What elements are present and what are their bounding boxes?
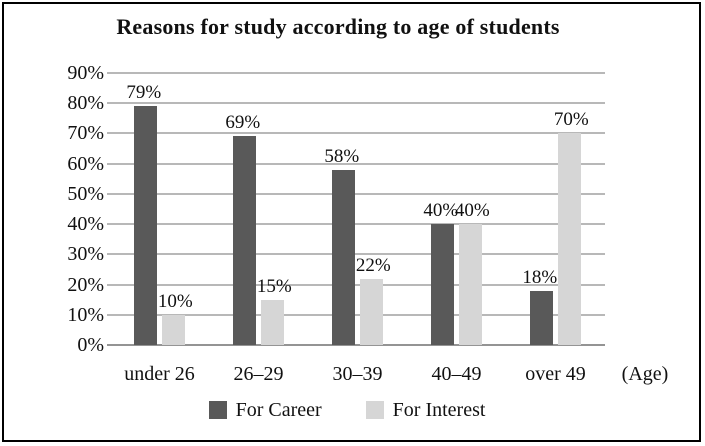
- x-axis-category-label: under 26: [124, 363, 195, 385]
- x-axis-baseline: [107, 344, 605, 346]
- legend-swatch-for-interest: [365, 401, 384, 419]
- bar-value-label: 70%: [553, 109, 589, 131]
- bar-for-career: 69%: [225, 113, 260, 345]
- bar-value-label: 69%: [225, 112, 261, 134]
- gridline: [107, 72, 605, 74]
- gridline: [107, 132, 605, 135]
- y-axis-tick-label: 50%: [67, 182, 104, 205]
- y-axis-tick-label: 40%: [67, 213, 104, 236]
- legend-swatch-for-career: [208, 401, 227, 419]
- bar-for-career: 18%: [522, 267, 557, 345]
- bar-value-label: 18%: [522, 266, 558, 288]
- bar-group: 69% 15%: [209, 73, 308, 345]
- y-axis-tick-label: 0%: [77, 334, 104, 356]
- x-axis-category-label: 26–29: [233, 363, 284, 385]
- bar-for-interest: 10%: [158, 291, 193, 345]
- bar-group: 18% 70%: [506, 73, 605, 345]
- y-axis-tick-label: 80%: [67, 92, 104, 115]
- legend-item-for-career: For Career: [208, 398, 322, 422]
- bar-for-interest: 70%: [554, 110, 589, 345]
- gridline: [107, 192, 605, 195]
- bar-for-career: 79%: [126, 83, 161, 345]
- y-axis-tick-label: 60%: [67, 152, 104, 175]
- y-axis-tick-label: 10%: [67, 303, 104, 326]
- legend-label: For Interest: [392, 399, 486, 421]
- y-axis-tick-label: 70%: [67, 122, 104, 145]
- y-axis-tick-label: 20%: [67, 273, 104, 296]
- bar-for-career: 58%: [324, 146, 359, 345]
- x-axis-category-label: over 49: [525, 363, 586, 385]
- bar-for-career: 40%: [423, 201, 458, 345]
- x-axis-unit-label: (Age): [621, 363, 669, 385]
- chart-legend: For Career For Interest: [0, 398, 694, 422]
- bar-group: 58% 22%: [308, 73, 407, 345]
- bar-for-interest: 40%: [455, 201, 490, 345]
- gridline: [107, 223, 605, 226]
- legend-item-for-interest: For Interest: [365, 398, 486, 422]
- bar-group: 40% 40%: [407, 73, 506, 345]
- chart-title: Reasons for study according to age of st…: [116, 14, 560, 39]
- bar-value-label: 22%: [355, 254, 391, 276]
- x-axis-category-label: 30–39: [332, 363, 383, 385]
- bar-group: 79% 10%: [110, 73, 209, 345]
- y-axis-tick-label: 90%: [67, 62, 104, 84]
- bar-value-label: 10%: [157, 290, 193, 312]
- bar-value-label: 40%: [454, 200, 490, 222]
- bar-value-label: 79%: [126, 82, 162, 104]
- gridline: [107, 313, 605, 316]
- gridline: [107, 102, 605, 105]
- x-axis-category-label: 40–49: [431, 363, 482, 385]
- bar-for-interest: 22%: [356, 255, 391, 345]
- gridline: [107, 253, 605, 256]
- gridline: [107, 162, 605, 165]
- bar-for-interest: 15%: [257, 276, 292, 345]
- bar-value-label: 58%: [324, 145, 360, 167]
- gridline: [107, 283, 605, 286]
- bar-value-label: 40%: [423, 200, 459, 222]
- bar-value-label: 15%: [256, 275, 292, 297]
- y-axis-tick-label: 30%: [67, 243, 104, 266]
- legend-label: For Career: [235, 399, 322, 421]
